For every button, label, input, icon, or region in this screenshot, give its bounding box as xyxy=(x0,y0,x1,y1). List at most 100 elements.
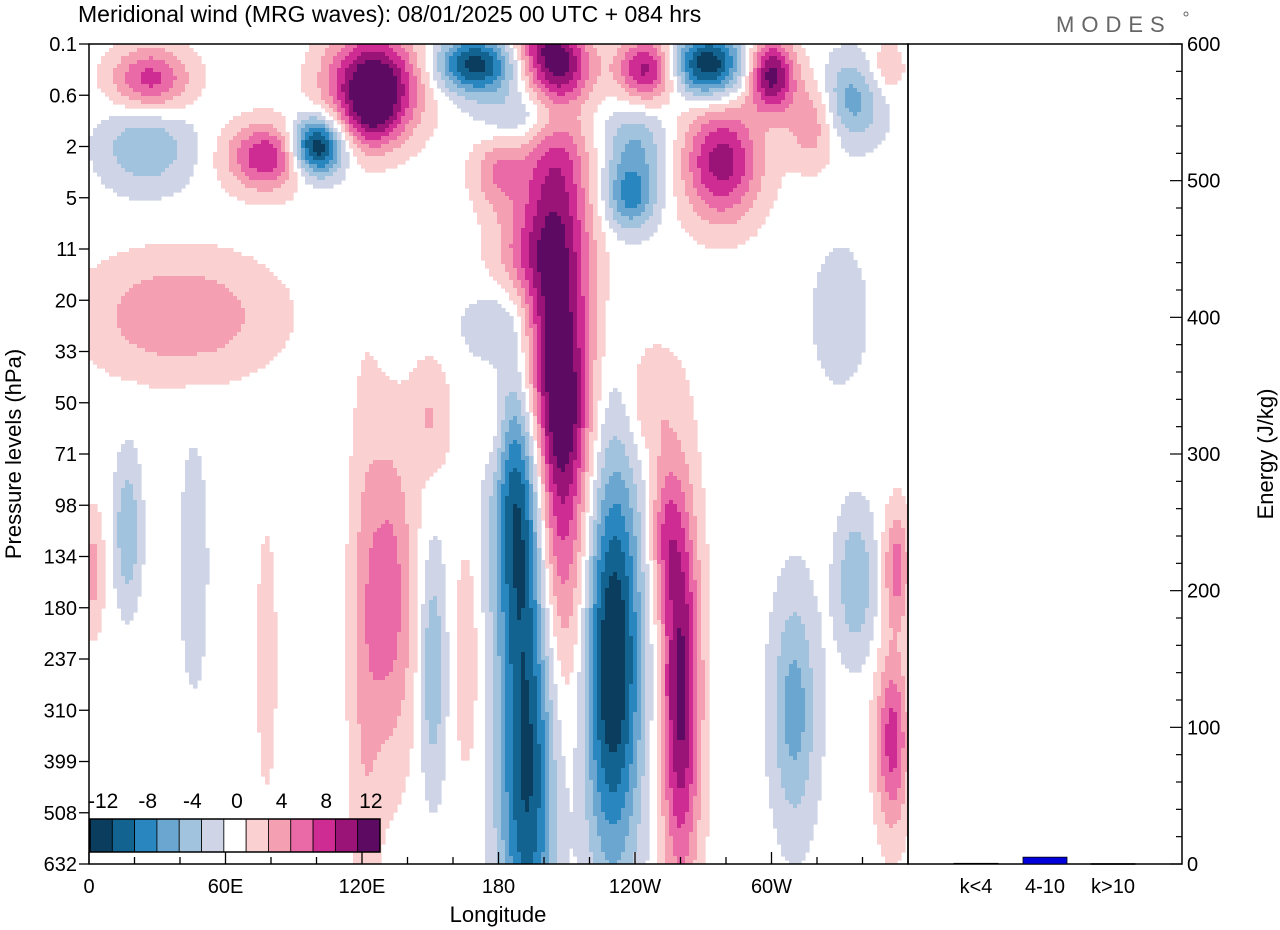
heatmap-cell xyxy=(829,76,834,81)
heatmap-cell xyxy=(413,92,418,97)
heatmap-cell xyxy=(837,100,842,105)
heatmap-cell xyxy=(181,88,186,93)
heatmap-cell xyxy=(521,52,526,57)
heatmap-cell xyxy=(681,124,686,129)
heatmap-cell xyxy=(165,104,170,109)
heatmap-cell xyxy=(785,108,790,113)
heatmap-cell xyxy=(325,160,330,165)
heatmap-cell xyxy=(681,44,686,49)
heatmap-cell xyxy=(813,156,818,161)
heatmap-cell xyxy=(473,60,478,65)
heatmap-cell xyxy=(321,120,326,125)
heatmap-cell xyxy=(381,52,386,57)
heatmap-cell xyxy=(745,104,750,109)
heatmap-cell xyxy=(553,68,558,73)
heatmap-cell xyxy=(585,120,590,125)
heatmap-cell xyxy=(325,48,330,53)
heatmap-cell xyxy=(701,148,706,153)
heatmap-cell xyxy=(293,132,298,137)
heatmap-cell xyxy=(669,84,674,89)
heatmap-cell xyxy=(577,144,582,149)
heatmap-cell xyxy=(429,128,434,133)
heatmap-cell xyxy=(785,160,790,165)
heatmap-cell xyxy=(749,92,754,97)
heatmap-cell xyxy=(117,44,122,49)
heatmap-cell xyxy=(125,148,130,153)
heatmap-cell xyxy=(633,72,638,77)
heatmap-cell xyxy=(261,108,266,113)
heatmap-cell xyxy=(537,112,542,117)
heatmap-cell xyxy=(253,164,258,169)
heatmap-cell xyxy=(133,160,138,165)
heatmap-cell xyxy=(117,88,122,93)
heatmap-cell xyxy=(237,160,242,165)
heatmap-cell xyxy=(329,92,334,97)
heatmap-cell xyxy=(697,168,702,173)
heatmap-cell xyxy=(417,96,422,101)
heatmap-cell xyxy=(393,52,398,57)
heatmap-cell xyxy=(381,80,386,85)
heatmap-cell xyxy=(805,80,810,85)
heatmap-cell xyxy=(833,112,838,117)
heatmap-cell xyxy=(117,172,122,177)
heatmap-cell xyxy=(889,64,894,69)
heatmap-cell xyxy=(345,64,350,69)
heatmap-cell xyxy=(565,136,570,141)
heatmap-cell xyxy=(533,80,538,85)
heatmap-cell xyxy=(509,60,514,65)
heatmap-cell xyxy=(601,72,606,77)
heatmap-cell xyxy=(861,64,866,69)
heatmap-cell xyxy=(117,136,122,141)
heatmap-cell xyxy=(729,140,734,145)
heatmap-cell xyxy=(101,80,106,85)
heatmap-cell xyxy=(505,64,510,69)
heatmap-cell xyxy=(93,160,98,165)
heatmap-cell xyxy=(217,144,222,149)
heatmap-cell xyxy=(641,84,646,89)
heatmap-cell xyxy=(409,56,414,61)
heatmap-cell xyxy=(493,96,498,101)
heatmap-cell xyxy=(501,56,506,61)
heatmap-cell xyxy=(261,112,266,117)
heatmap-cell xyxy=(765,80,770,85)
heatmap-cell xyxy=(305,132,310,137)
heatmap-cell xyxy=(641,80,646,85)
heatmap-cell xyxy=(793,104,798,109)
heatmap-cell xyxy=(545,88,550,93)
heatmap-cell xyxy=(769,152,774,157)
heatmap-cell xyxy=(117,144,122,149)
heatmap-cell xyxy=(157,56,162,61)
heatmap-cell xyxy=(781,96,786,101)
heatmap-cell xyxy=(613,168,618,173)
heatmap-cell xyxy=(625,96,630,101)
heatmap-cell xyxy=(141,120,146,125)
heatmap-cell xyxy=(309,112,314,117)
heatmap-cell xyxy=(489,100,494,105)
heatmap-cell xyxy=(117,60,122,65)
heatmap-cell xyxy=(381,124,386,129)
heatmap-cell xyxy=(505,156,510,161)
heatmap-cell xyxy=(773,68,778,73)
heatmap-cell xyxy=(805,132,810,137)
heatmap-cell xyxy=(401,144,406,149)
heatmap-cell xyxy=(161,152,166,157)
heatmap-cell xyxy=(765,120,770,125)
heatmap-cell xyxy=(857,136,862,141)
heatmap-cell xyxy=(581,112,586,117)
heatmap-cell xyxy=(661,64,666,69)
heatmap-cell xyxy=(473,152,478,157)
heatmap-cell xyxy=(129,68,134,73)
heatmap-cell xyxy=(705,164,710,169)
heatmap-cell xyxy=(301,140,306,145)
heatmap-cell xyxy=(349,140,354,145)
heatmap-cell xyxy=(141,168,146,173)
heatmap-cell xyxy=(473,80,478,85)
heatmap-cell xyxy=(481,108,486,113)
heatmap-cell xyxy=(125,144,130,149)
heatmap-cell xyxy=(821,152,826,157)
heatmap-cell xyxy=(221,144,226,149)
heatmap-cell xyxy=(161,68,166,73)
heatmap-cell xyxy=(753,132,758,137)
heatmap-cell xyxy=(885,44,890,49)
heatmap-cell xyxy=(589,136,594,141)
